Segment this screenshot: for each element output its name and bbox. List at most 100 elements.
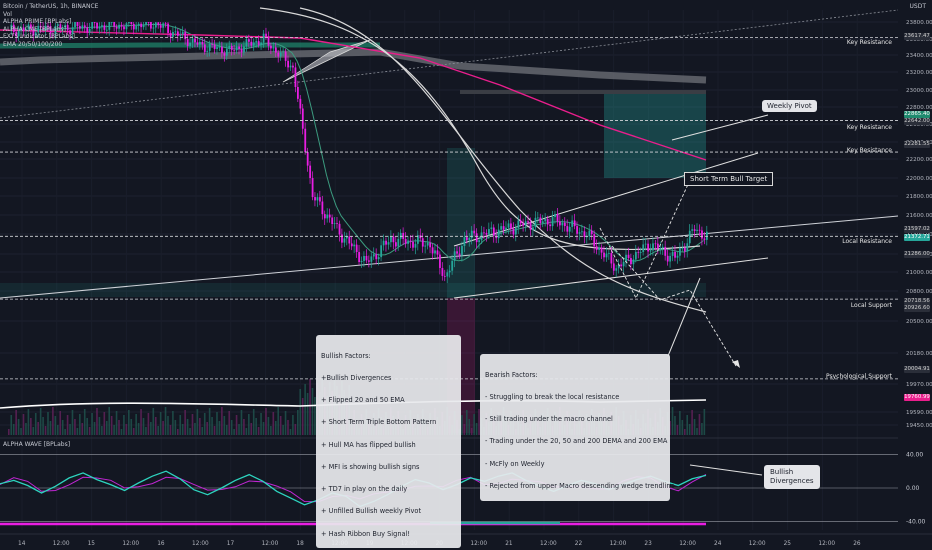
volume-bar xyxy=(150,422,152,435)
volume-bar xyxy=(304,384,306,435)
volume-bar xyxy=(252,409,255,435)
arrow-head xyxy=(732,360,740,368)
weekly-pivot-callout: Weekly Pivot xyxy=(762,100,817,112)
volume-bar xyxy=(83,409,86,435)
volume-bar xyxy=(22,414,25,435)
divergence-pointer xyxy=(689,464,763,476)
volume-bar xyxy=(194,423,196,435)
candle-body xyxy=(387,242,390,245)
candle-body xyxy=(399,232,402,239)
volume-bar xyxy=(91,413,93,435)
candle-body xyxy=(556,213,559,222)
volume-bar xyxy=(76,428,79,435)
note-line: + Flipped 20 and 50 EMA xyxy=(321,396,405,405)
legend-item[interactable]: EXTS Indicator [BPLabs] xyxy=(3,33,75,41)
candle-body xyxy=(287,60,289,68)
candle-body xyxy=(674,252,676,258)
time-tick-label: 16 xyxy=(157,541,165,547)
volume-bar xyxy=(113,425,115,435)
volume-bar xyxy=(240,410,243,435)
candle-body xyxy=(637,251,640,253)
candle-body xyxy=(627,254,630,259)
candle-body xyxy=(541,221,544,224)
candle-body xyxy=(593,234,596,247)
volume-bar xyxy=(17,419,20,435)
candle-body xyxy=(25,29,27,31)
volume-bar xyxy=(314,397,316,435)
legend-item[interactable]: ALPHA CME [BPLabs] xyxy=(3,25,67,33)
candle-body xyxy=(61,27,64,29)
volume-bar xyxy=(191,414,194,435)
candle-body xyxy=(407,240,410,244)
candle-body xyxy=(147,22,150,23)
legend-item[interactable]: EMA 20/50/100/200 xyxy=(3,40,63,48)
candle-body xyxy=(546,218,549,225)
volume-bar xyxy=(208,408,211,435)
candle-body xyxy=(128,22,130,24)
volume-bar xyxy=(250,423,253,435)
candle-body xyxy=(235,46,238,51)
candle-body xyxy=(32,28,35,36)
volume-bar xyxy=(105,421,108,435)
candle-body xyxy=(490,227,493,230)
candle-body xyxy=(585,236,588,238)
volume-bar xyxy=(255,418,257,435)
candle-body xyxy=(576,226,578,234)
candle-body xyxy=(17,30,20,37)
candle-body xyxy=(199,41,201,45)
candle-body xyxy=(326,214,329,219)
volume-bar xyxy=(140,409,142,435)
candle-body xyxy=(115,26,118,29)
candle-body xyxy=(478,240,481,243)
candle-body xyxy=(514,228,517,235)
volume-bar xyxy=(225,425,228,435)
candle-body xyxy=(632,259,635,265)
bullish-factors-note: Bullish Factors: +Bullish Divergences + … xyxy=(316,335,461,549)
volume-bar xyxy=(128,410,130,435)
volume-bar xyxy=(211,417,213,435)
candle-body xyxy=(15,31,18,37)
candle-body xyxy=(118,24,121,29)
price-tick-label: 23000.00 xyxy=(906,88,932,94)
volume-bar xyxy=(230,420,233,435)
candle-body xyxy=(502,226,505,230)
candle-body xyxy=(561,222,564,226)
volume-bar xyxy=(260,413,262,435)
volume-bar xyxy=(152,408,155,435)
candle-body xyxy=(436,250,439,255)
price-tick-label: 19590.00 xyxy=(906,410,932,416)
volume-bar xyxy=(470,428,473,435)
resistance-band xyxy=(0,48,707,84)
candle-body xyxy=(83,25,86,28)
volume-bar xyxy=(696,428,698,435)
time-tick-label: 17 xyxy=(227,541,235,547)
candle-body xyxy=(571,220,574,227)
level-label: Key Resistance xyxy=(846,124,892,131)
volume-bar xyxy=(284,411,287,435)
candle-body xyxy=(71,27,74,35)
price-tick-label: 23200.00 xyxy=(906,70,932,76)
volume-bar xyxy=(676,425,679,435)
candle-body xyxy=(404,238,407,244)
channel-top xyxy=(453,152,759,247)
candle-body xyxy=(544,218,547,222)
candle-body xyxy=(456,251,458,254)
volume-bar xyxy=(79,414,81,435)
candle-body xyxy=(181,32,184,35)
candle-body xyxy=(698,229,701,231)
candle-body xyxy=(529,222,532,230)
candle-body xyxy=(431,247,434,254)
volume-bar xyxy=(74,419,76,435)
volume-bar xyxy=(81,423,84,435)
volume-bar xyxy=(130,419,133,435)
legend-item[interactable]: Vol xyxy=(3,10,12,18)
candle-body xyxy=(319,197,321,202)
candle-body xyxy=(372,254,375,257)
candle-body xyxy=(581,231,583,233)
price-tick-label: 23800.00 xyxy=(906,20,932,26)
candle-body xyxy=(10,24,13,31)
candle-body xyxy=(360,260,363,263)
legend-item[interactable]: ALPHA PRIME [BPLabs] xyxy=(3,18,72,26)
volume-bar xyxy=(301,398,304,435)
candle-body xyxy=(595,246,598,250)
